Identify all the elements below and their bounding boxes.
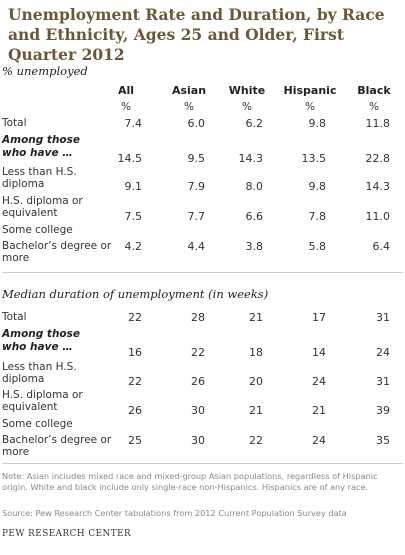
value-cell-rate-less-than-hs-hispanic: 13.5 (301, 152, 327, 165)
value-cell-duration-hs-diploma-black: 31 (376, 375, 390, 388)
column-header-asian: Asian (171, 84, 207, 97)
row-label: Bachelor’s degree or more (2, 434, 112, 458)
value-cell-rate-some-college-asian: 7.7 (187, 210, 206, 223)
value-cell-rate-hs-diploma-black: 14.3 (365, 180, 391, 193)
value-cell-rate-bachelors-black: 6.4 (372, 240, 391, 253)
value-cell-rate-hs-diploma-white: 8.0 (245, 180, 264, 193)
chart-title: Unemployment Rate and Duration, by Race … (8, 5, 385, 64)
unit-label: % (305, 101, 315, 113)
value-cell-duration-hs-diploma-asian: 26 (191, 375, 205, 388)
group-label: Among those who have … (2, 134, 81, 159)
column-header-all: All (117, 84, 135, 97)
organization-credit: PEW RESEARCH CENTER (2, 529, 132, 539)
row-label: Total (2, 311, 27, 323)
value-cell-duration-total-asian: 28 (191, 311, 205, 324)
footnote: Note: Asian includes mixed race and mixe… (2, 471, 378, 492)
unit-label: % (242, 101, 252, 113)
source-note: Source: Pew Research Center tabulations … (2, 508, 347, 518)
section-label-duration: Median duration of unemployment (in week… (2, 287, 269, 301)
value-cell-duration-bachelors-white: 22 (249, 434, 263, 447)
value-cell-duration-less-than-hs-hispanic: 14 (312, 346, 326, 359)
group-label: Among those who have … (2, 328, 81, 353)
value-cell-duration-total-white: 21 (249, 311, 263, 324)
value-cell-rate-hs-diploma-hispanic: 9.8 (308, 180, 327, 193)
value-cell-rate-some-college-hispanic: 7.8 (308, 210, 327, 223)
row-label: H.S. diploma or equivalent (2, 195, 83, 219)
value-cell-duration-hs-diploma-white: 20 (249, 375, 263, 388)
value-cell-duration-hs-diploma-hispanic: 24 (312, 375, 326, 388)
value-cell-rate-total-asian: 6.0 (187, 117, 206, 130)
unit-label: % (121, 101, 131, 113)
row-label: Less than H.S. diploma (2, 361, 77, 385)
value-cell-duration-total-black: 31 (376, 311, 390, 324)
value-cell-duration-total-all: 22 (128, 311, 142, 324)
value-cell-rate-total-hispanic: 9.8 (308, 117, 327, 130)
row-label: Some college (2, 224, 73, 236)
unit-label: % (369, 101, 379, 113)
value-cell-duration-some-college-black: 39 (376, 404, 390, 417)
row-label: Some college (2, 418, 73, 430)
value-cell-rate-total-black: 11.8 (365, 117, 391, 130)
section-label-unemployed: % unemployed (2, 64, 88, 78)
value-cell-rate-some-college-white: 6.6 (245, 210, 264, 223)
value-cell-rate-bachelors-white: 3.8 (245, 240, 264, 253)
column-header-hispanic: Hispanic (283, 84, 337, 97)
value-cell-duration-bachelors-hispanic: 24 (312, 434, 326, 447)
value-cell-duration-some-college-white: 21 (249, 404, 263, 417)
value-cell-rate-total-white: 6.2 (245, 117, 264, 130)
value-cell-duration-less-than-hs-white: 18 (249, 346, 263, 359)
value-cell-duration-some-college-hispanic: 21 (312, 404, 326, 417)
value-cell-duration-hs-diploma-all: 22 (128, 375, 142, 388)
row-label: H.S. diploma or equivalent (2, 389, 83, 413)
row-label: Less than H.S. diploma (2, 166, 77, 190)
value-cell-duration-some-college-all: 26 (128, 404, 142, 417)
value-cell-rate-some-college-all: 7.5 (124, 210, 143, 223)
value-cell-duration-bachelors-all: 25 (128, 434, 142, 447)
value-cell-duration-less-than-hs-all: 16 (128, 346, 142, 359)
value-cell-duration-total-hispanic: 17 (312, 311, 326, 324)
value-cell-rate-less-than-hs-all: 14.5 (117, 152, 143, 165)
value-cell-duration-some-college-asian: 30 (191, 404, 205, 417)
value-cell-rate-some-college-black: 11.0 (365, 210, 391, 223)
value-cell-duration-less-than-hs-black: 24 (376, 346, 390, 359)
row-label: Total (2, 117, 27, 129)
value-cell-rate-less-than-hs-black: 22.8 (365, 152, 391, 165)
value-cell-rate-less-than-hs-white: 14.3 (238, 152, 264, 165)
value-cell-rate-bachelors-asian: 4.4 (187, 240, 206, 253)
column-header-white: White (228, 84, 266, 97)
value-cell-duration-bachelors-black: 35 (376, 434, 390, 447)
row-label: Bachelor’s degree or more (2, 240, 112, 264)
divider (2, 272, 403, 273)
value-cell-rate-hs-diploma-all: 9.1 (124, 180, 143, 193)
value-cell-rate-less-than-hs-asian: 9.5 (187, 152, 206, 165)
value-cell-rate-total-all: 7.4 (124, 117, 143, 130)
value-cell-rate-bachelors-hispanic: 5.8 (308, 240, 327, 253)
divider (2, 463, 403, 464)
value-cell-duration-bachelors-asian: 30 (191, 434, 205, 447)
value-cell-rate-bachelors-all: 4.2 (124, 240, 143, 253)
value-cell-duration-less-than-hs-asian: 22 (191, 346, 205, 359)
column-header-black: Black (357, 84, 391, 97)
unit-label: % (184, 101, 194, 113)
value-cell-rate-hs-diploma-asian: 7.9 (187, 180, 206, 193)
